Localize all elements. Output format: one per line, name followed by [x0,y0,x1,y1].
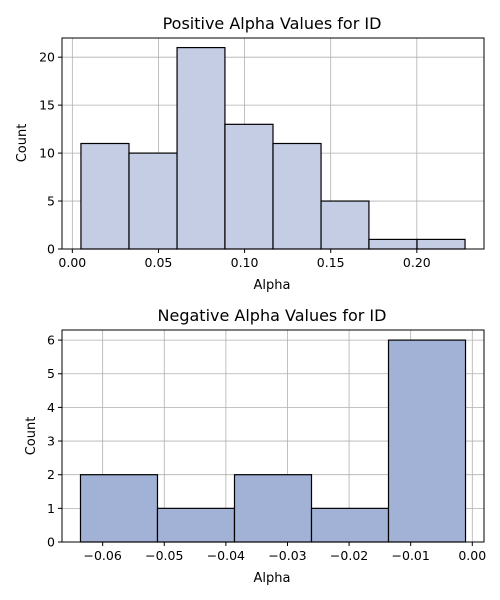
x-axis-ticks: 0.00 0.05 0.10 0.15 0.20 [58,249,431,270]
chart-title: Positive Alpha Values for ID [163,14,382,33]
negative-alpha-histogram: Negative Alpha Values for ID −0.06 −0.05−… [24,306,486,586]
histogram-bar [310,507,390,543]
x-tick-label: 0.15 [317,255,345,270]
x-tick-label: −0.05 [145,548,183,563]
y-tick-label: 6 [47,333,55,348]
chart-title: Negative Alpha Values for ID [158,306,387,325]
y-axis-ticks: 0 5 10 15 20 [39,50,62,257]
y-axis-label: Count [15,124,30,163]
x-tick-label: 0.00 [458,548,486,563]
histogram-bar [320,200,370,250]
x-tick-label: −0.02 [330,548,368,563]
histogram-bar [128,152,178,250]
y-tick-label: 5 [47,194,55,209]
histogram-bars [79,339,467,543]
histogram-bar [224,123,274,250]
x-tick-label: −0.01 [392,548,430,563]
positive-alpha-histogram: Positive Alpha Values for ID 0.00 0.05 0.1… [15,14,485,293]
y-tick-label: 10 [39,146,55,161]
plot-frame [61,329,485,543]
x-tick-label: −0.04 [207,548,245,563]
y-tick-label: 2 [47,467,55,482]
y-axis-label: Count [24,417,39,456]
x-tick-label: −0.06 [84,548,122,563]
x-axis-label: Alpha [254,571,291,586]
y-tick-label: 0 [47,242,55,257]
plot-frame [61,37,485,250]
histogram-bar [156,507,236,543]
histogram-bar [176,46,226,250]
histogram-bar [416,238,466,250]
histogram-bar [80,142,130,250]
x-tick-label: −0.03 [268,548,306,563]
x-tick-label: 0.20 [403,255,431,270]
y-axis-ticks: 0 1 2 3 4 5 6 [47,333,62,550]
y-tick-label: 0 [47,535,55,550]
histogram-bar [387,339,467,543]
y-tick-label: 1 [47,501,55,516]
x-tick-label: 0.05 [145,255,173,270]
x-tick-label: 0.10 [231,255,259,270]
y-tick-label: 20 [39,50,55,65]
x-axis-label: Alpha [254,278,291,293]
histogram-bar [272,142,322,250]
x-axis-ticks: −0.06 −0.05 −0.04 −0.03 −0.02 −0.01 0.00 [84,542,486,563]
histogram-bar [368,238,418,250]
histogram-bar [233,474,313,543]
y-tick-label: 4 [47,400,55,415]
y-tick-label: 15 [39,98,55,113]
y-tick-label: 3 [47,434,55,449]
histogram-bars [80,46,466,250]
x-tick-label: 0.00 [58,255,86,270]
y-tick-label: 5 [47,366,55,381]
histogram-bar [79,474,159,543]
